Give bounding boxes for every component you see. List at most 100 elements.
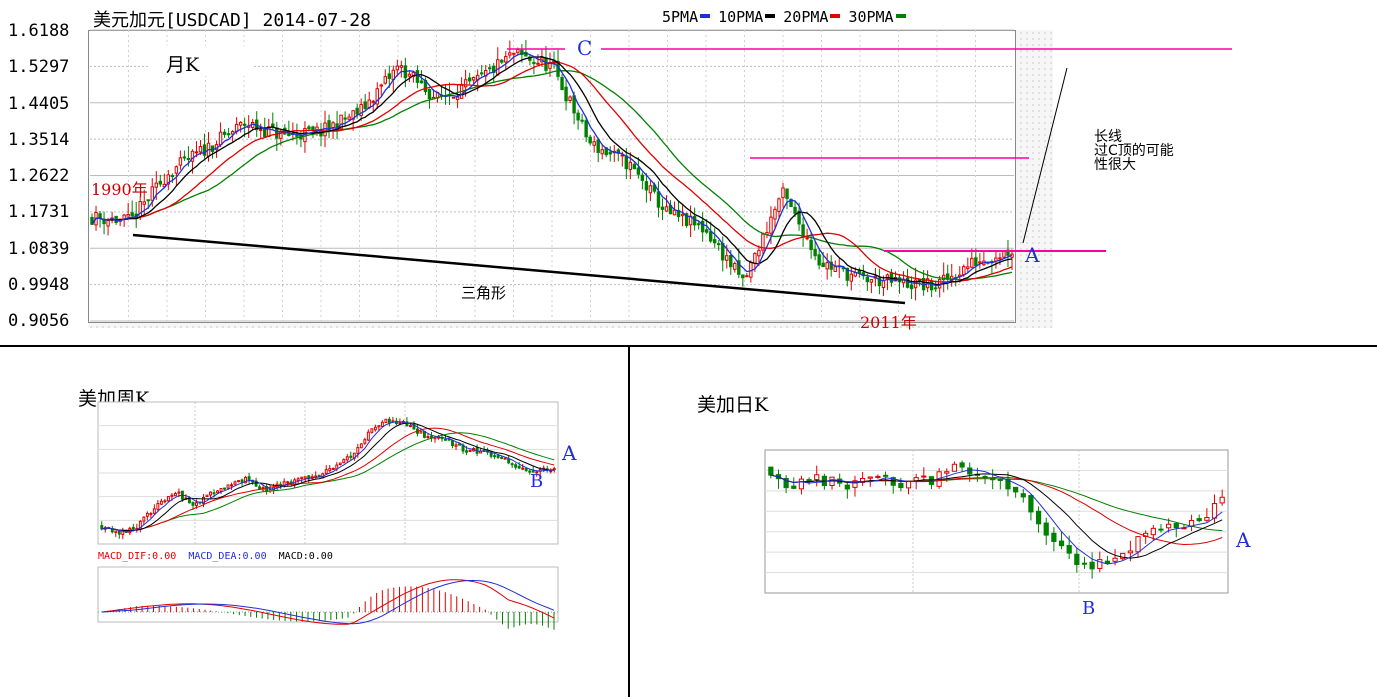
- y-tick-label: 1.6188: [8, 21, 70, 41]
- weekly-candle: [296, 478, 300, 482]
- monthly-candle: [150, 186, 154, 201]
- weekly-candle: [159, 500, 163, 505]
- monthly-candle: [869, 279, 874, 283]
- weekly-candle: [363, 439, 367, 444]
- monthly-candle: [708, 231, 713, 242]
- monthly-candle: [471, 76, 476, 81]
- monthly-candle: [833, 266, 837, 272]
- monthly-candle: [729, 254, 733, 268]
- monthly-candle: [166, 174, 171, 185]
- weekly-candle: [303, 476, 307, 479]
- weekly-candle: [230, 484, 234, 487]
- monthly-candle: [733, 262, 737, 270]
- weekly-candle: [531, 470, 535, 473]
- monthly-candle: [126, 213, 130, 217]
- daily-candle: [1066, 545, 1072, 554]
- weekly-candle: [510, 463, 514, 466]
- monthly-candle: [865, 276, 870, 283]
- weekly-candle: [100, 525, 104, 530]
- monthly-candle: [933, 287, 938, 290]
- monthly-candle: [178, 157, 183, 166]
- macd-dea-label: MACD_DEA:0.00: [188, 551, 267, 562]
- monthly-candle: [500, 59, 504, 63]
- weekly-candle: [359, 443, 363, 449]
- vertical-divider: [628, 346, 630, 697]
- weekly-candle: [398, 422, 402, 425]
- monthly-candle: [761, 233, 765, 251]
- weekly-candle: [219, 488, 223, 492]
- monthly-candle: [222, 131, 227, 135]
- monthly-candle: [407, 73, 412, 77]
- daily-candle: [1135, 536, 1141, 553]
- monthly-candle: [809, 239, 813, 251]
- y-tick-label: 0.9948: [8, 275, 70, 295]
- monthly-candle: [242, 123, 247, 126]
- monthly-candle: [568, 96, 572, 102]
- weekly-candle: [338, 462, 342, 465]
- weekly-candle: [549, 470, 553, 473]
- year-2011-label: 2011年: [860, 313, 917, 332]
- weekly-candle: [503, 457, 507, 460]
- weekly-candle: [373, 426, 377, 431]
- monthly-candle: [805, 237, 809, 240]
- daily-candle: [1120, 552, 1126, 560]
- monthly-candle: [158, 180, 163, 185]
- monthly-candle: [174, 166, 179, 174]
- monthly-candle: [704, 229, 709, 233]
- weekly-candle: [496, 455, 500, 458]
- weekly-candle: [387, 418, 391, 424]
- daily-candle: [882, 474, 889, 477]
- monthly-candle: [106, 220, 110, 227]
- daily-candle: [1204, 517, 1210, 521]
- weekly-candle: [489, 451, 493, 457]
- daily-candle: [1150, 527, 1156, 536]
- monthly-candle: [170, 175, 175, 178]
- weekly-candle: [307, 475, 311, 480]
- monthly-candle: [463, 79, 468, 88]
- weekly-candle: [233, 481, 237, 485]
- monthly-candle: [664, 206, 669, 212]
- note-line: 性很大: [1094, 157, 1136, 173]
- macd-dif-line: [101, 579, 555, 625]
- monthly-candle: [528, 56, 532, 61]
- monthly-candle: [648, 185, 653, 194]
- monthly-candle: [186, 158, 191, 161]
- daily-candle: [844, 484, 850, 490]
- weekly-candle: [342, 459, 346, 464]
- monthly-candle: [909, 284, 914, 290]
- weekly-candle: [535, 471, 539, 474]
- weekly-candle: [202, 496, 205, 504]
- daily-candle: [913, 477, 919, 482]
- daily-candle: [768, 466, 774, 476]
- weekly-candle: [194, 502, 198, 506]
- monthly-candle: [785, 188, 789, 199]
- monthly-candle: [717, 243, 721, 246]
- macd-dif-label: MACD_DIF:0.00: [98, 551, 177, 562]
- monthly-candle: [130, 212, 134, 217]
- monthly-candle: [339, 114, 343, 130]
- daily-candle: [898, 482, 904, 489]
- legend-10pma-swatch: [765, 14, 776, 18]
- daily-candle: [1166, 523, 1172, 529]
- monthly-candle: [383, 76, 387, 84]
- weekly-candle: [216, 490, 219, 494]
- monthly-candle: [757, 249, 761, 257]
- daily-point-b-label: B: [1082, 598, 1096, 619]
- legend-20pma-swatch: [830, 14, 841, 18]
- ma30-line: [91, 70, 1013, 281]
- monthly-candle: [941, 274, 946, 281]
- weekly-candle: [419, 430, 423, 434]
- daily-candle: [791, 485, 797, 489]
- daily-candle: [959, 462, 965, 468]
- weekly-candle: [166, 496, 170, 502]
- weekly-candle: [205, 494, 209, 498]
- monthly-candle: [387, 73, 392, 79]
- weekly-candle: [426, 436, 430, 439]
- monthly-candle: [680, 213, 685, 217]
- ma-legend: 5PMA 10PMA 20PMA 30PMA: [662, 8, 914, 26]
- weekly-candle: [377, 425, 381, 428]
- weekly-candle: [384, 418, 388, 424]
- daily-candle: [1074, 553, 1080, 566]
- weekly-candle: [114, 530, 118, 533]
